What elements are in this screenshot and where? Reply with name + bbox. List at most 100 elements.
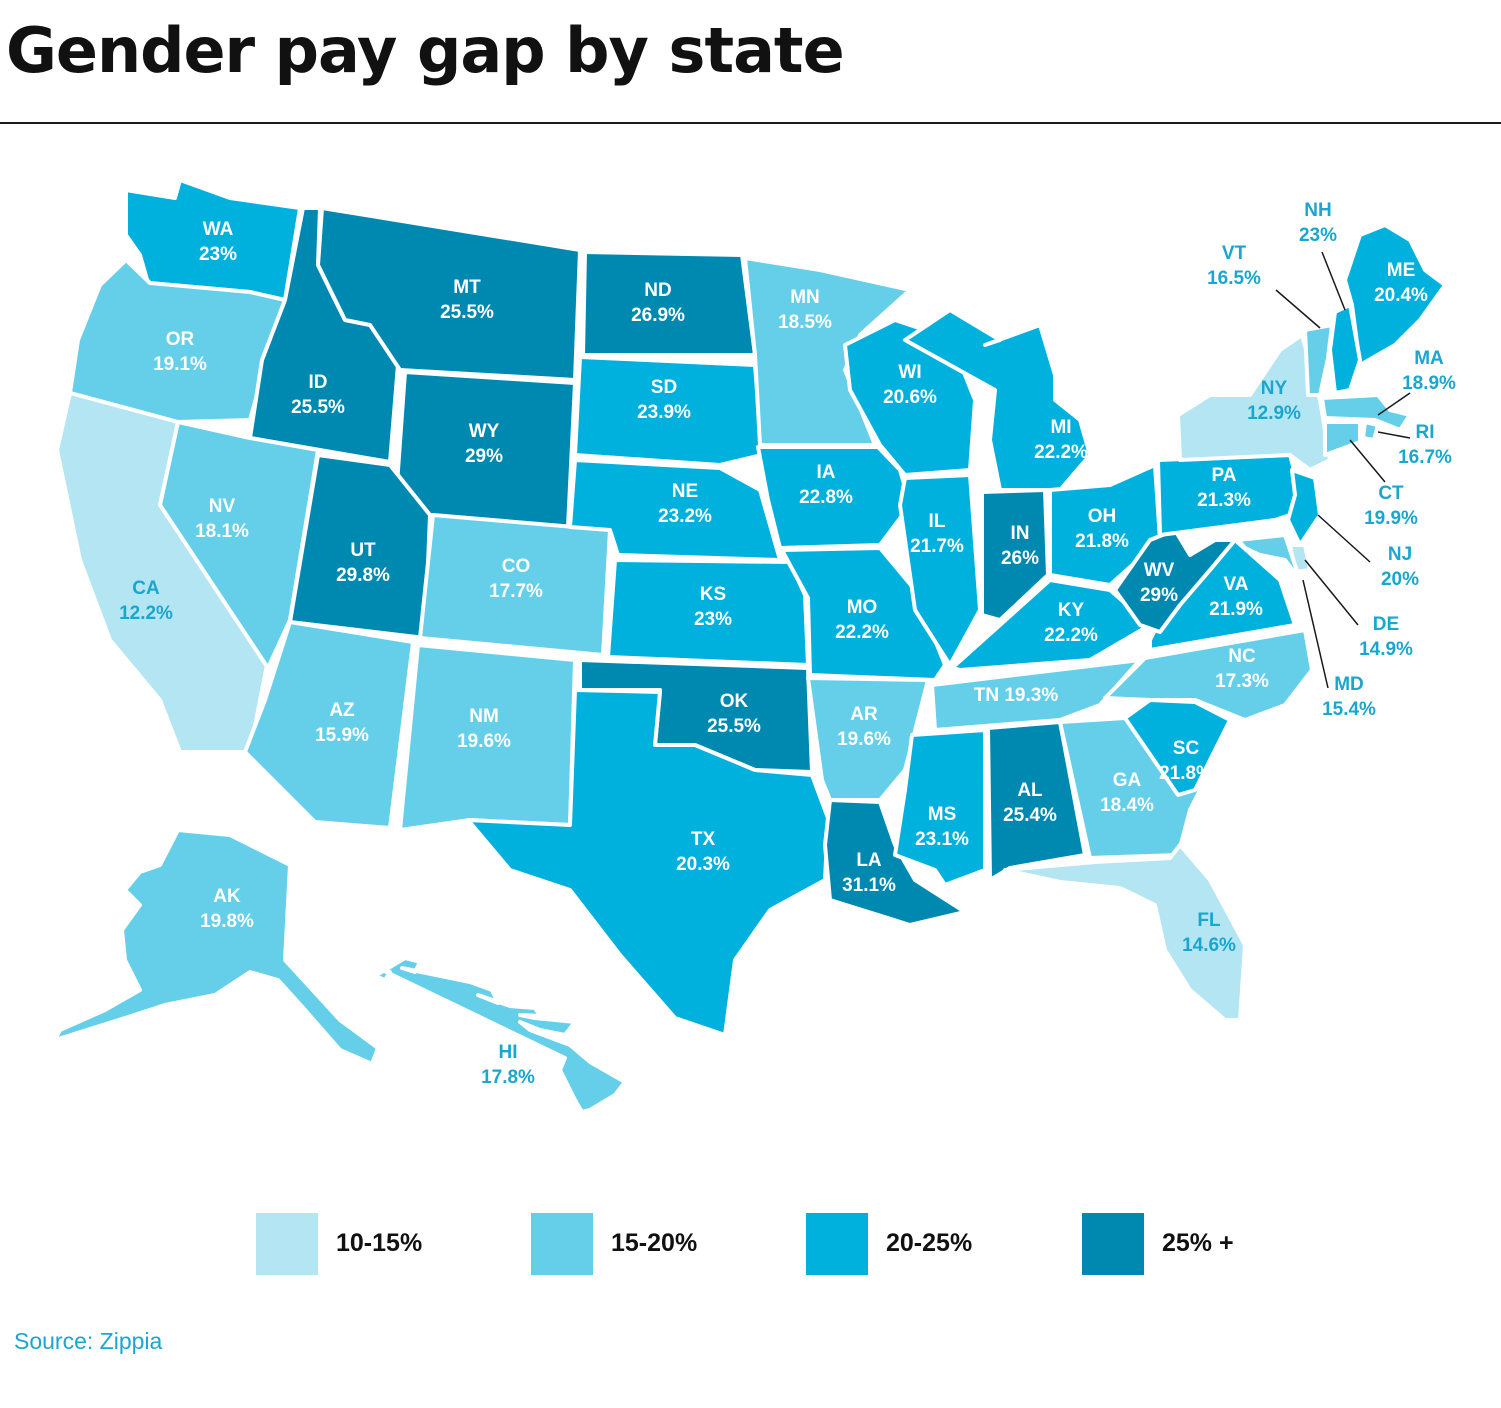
state-label-tn: TN 19.3%: [974, 685, 1059, 706]
state-abbr-mn: MN: [790, 287, 820, 308]
state-value-ms: 23.1%: [915, 829, 969, 850]
state-abbr-wy: WY: [469, 421, 500, 442]
state-abbr-ak: AK: [213, 886, 241, 907]
title-divider: [0, 122, 1501, 124]
state-abbr-nv: NV: [209, 496, 236, 517]
state-abbr-mi: MI: [1050, 417, 1071, 438]
state-mt: [316, 206, 582, 382]
legend-swatch: [806, 1213, 868, 1275]
legend-label: 10-15%: [336, 1229, 423, 1257]
state-value-nm: 19.6%: [457, 731, 511, 752]
state-value-ky: 22.2%: [1044, 625, 1098, 646]
state-abbr-mt: MT: [453, 277, 481, 298]
state-in: [980, 488, 1050, 622]
state-value-nv: 18.1%: [195, 521, 249, 542]
state-abbr-ks: KS: [700, 584, 726, 605]
state-al: [986, 720, 1087, 882]
state-ny: [1176, 333, 1332, 472]
state-abbr-ca: CA: [132, 578, 160, 599]
state-value-nh: 23%: [1299, 225, 1337, 246]
state-abbr-vt: VT: [1222, 243, 1247, 264]
state-abbr-in: IN: [1011, 523, 1030, 544]
state-abbr-me: ME: [1387, 260, 1416, 281]
legend-label: 15-20%: [611, 1229, 698, 1257]
state-nd: [581, 250, 757, 357]
state-value-ga: 18.4%: [1100, 795, 1154, 816]
leader-line: [1377, 392, 1411, 416]
state-ct: [1323, 420, 1362, 457]
state-value-hi: 17.8%: [481, 1067, 535, 1088]
state-abbr-de: DE: [1373, 614, 1399, 635]
state-value-co: 17.7%: [489, 581, 543, 602]
state-md: [1236, 533, 1302, 582]
state-value-ok: 25.5%: [707, 716, 761, 737]
state-value-mn: 18.5%: [778, 312, 832, 333]
state-tn: [930, 658, 1142, 732]
state-value-me: 20.4%: [1374, 285, 1428, 306]
state-abbr-ok: OK: [720, 691, 749, 712]
state-abbr-nd: ND: [644, 280, 671, 301]
state-abbr-ky: KY: [1058, 600, 1085, 621]
state-value-mt: 25.5%: [440, 302, 494, 323]
leader-line: [1304, 559, 1359, 626]
state-abbr-ct: CT: [1378, 483, 1404, 504]
state-sd: [573, 355, 764, 467]
state-abbr-ma: MA: [1414, 348, 1444, 369]
state-value-ri: 16.7%: [1398, 447, 1452, 468]
state-fl: [1003, 843, 1247, 1022]
state-ne: [568, 458, 782, 562]
state-value-nj: 20%: [1381, 569, 1419, 590]
state-mn: [743, 256, 912, 447]
state-value-ut: 29.8%: [336, 565, 390, 586]
state-value-ia: 22.8%: [799, 487, 853, 508]
source-note: Source: Zippia: [14, 1328, 163, 1354]
legend-label: 25% +: [1162, 1229, 1234, 1257]
state-az: [243, 620, 415, 830]
state-abbr-wa: WA: [203, 219, 234, 240]
state-value-ar: 19.6%: [837, 729, 891, 750]
state-value-ny: 12.9%: [1247, 403, 1301, 424]
leader-line: [1275, 289, 1321, 329]
leader-line: [1317, 514, 1371, 563]
leader-line: [1302, 579, 1329, 689]
state-value-sd: 23.9%: [637, 402, 691, 423]
state-abbr-nm: NM: [469, 706, 499, 727]
state-value-ca: 12.2%: [119, 603, 173, 624]
state-value-ne: 23.2%: [658, 506, 712, 527]
state-la: [823, 798, 967, 927]
state-abbr-il: IL: [929, 511, 946, 532]
state-abbr-co: CO: [502, 556, 531, 577]
state-ia: [756, 445, 912, 550]
state-hi: [373, 956, 627, 1114]
state-vt: [1303, 323, 1334, 397]
state-value-or: 19.1%: [153, 354, 207, 375]
state-abbr-nj: NJ: [1388, 544, 1412, 565]
state-nj: [1286, 468, 1322, 547]
legend-swatch: [256, 1213, 318, 1275]
state-abbr-fl: FL: [1197, 910, 1221, 931]
state-value-al: 25.4%: [1003, 805, 1057, 826]
state-value-va: 21.9%: [1209, 599, 1263, 620]
state-co: [418, 513, 612, 657]
state-abbr-la: LA: [856, 850, 882, 871]
state-value-ks: 23%: [694, 609, 732, 630]
state-value-il: 21.7%: [910, 536, 964, 557]
state-value-in: 26%: [1001, 548, 1039, 569]
state-value-ct: 19.9%: [1364, 508, 1418, 529]
state-ak: [53, 828, 380, 1066]
state-ma: [1320, 393, 1412, 432]
state-value-ma: 18.9%: [1402, 373, 1456, 394]
state-tx: [466, 688, 830, 1037]
state-ms: [893, 728, 987, 887]
state-value-wi: 20.6%: [883, 387, 937, 408]
state-abbr-ne: NE: [672, 481, 698, 502]
state-abbr-md: MD: [1334, 674, 1364, 695]
state-abbr-sc: SC: [1173, 738, 1200, 759]
leader-line: [1377, 431, 1411, 439]
state-abbr-nc: NC: [1228, 646, 1256, 667]
state-abbr-al: AL: [1017, 780, 1043, 801]
state-abbr-or: OR: [166, 329, 195, 350]
state-mo: [780, 546, 947, 682]
state-abbr-wi: WI: [898, 362, 921, 383]
state-abbr-ar: AR: [850, 704, 878, 725]
